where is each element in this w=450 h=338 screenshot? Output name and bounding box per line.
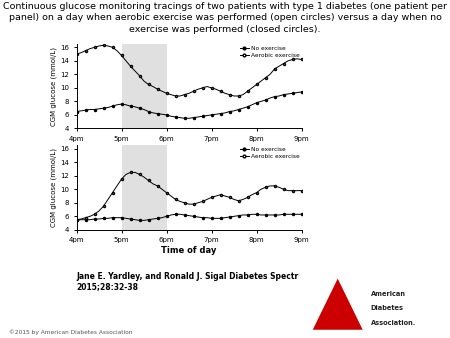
Aerobic exercise — [128, 170, 133, 174]
Aerobic exercise — [227, 195, 232, 199]
Aerobic exercise — [74, 52, 79, 56]
Aerobic exercise — [101, 43, 106, 47]
Line: No exercise: No exercise — [76, 213, 302, 221]
Aerobic exercise — [128, 64, 133, 68]
Bar — [122, 44, 166, 128]
Aerobic exercise — [231, 94, 237, 98]
Text: American: American — [371, 291, 406, 297]
Aerobic exercise — [173, 94, 178, 98]
No exercise — [74, 110, 79, 114]
Aerobic exercise — [74, 218, 79, 222]
No exercise — [74, 218, 79, 222]
Aerobic exercise — [299, 57, 304, 62]
Aerobic exercise — [240, 197, 246, 201]
No exercise — [146, 110, 151, 114]
No exercise — [294, 212, 300, 216]
Aerobic exercise — [150, 84, 156, 89]
No exercise — [123, 103, 129, 107]
No exercise — [173, 212, 178, 216]
Aerobic exercise — [299, 189, 304, 193]
Text: Diabetes: Diabetes — [371, 306, 404, 311]
No exercise — [231, 214, 237, 218]
Text: ©2015 by American Diabetes Association: ©2015 by American Diabetes Association — [9, 329, 132, 335]
No exercise — [123, 216, 129, 220]
No exercise — [227, 110, 232, 114]
Bar — [122, 145, 166, 230]
Text: Association.: Association. — [371, 320, 416, 326]
Aerobic exercise — [146, 82, 151, 87]
Y-axis label: CGM glucose (mmol/L): CGM glucose (mmol/L) — [50, 148, 57, 227]
Aerobic exercise — [245, 89, 250, 93]
Legend: No exercise, Aerobic exercise: No exercise, Aerobic exercise — [240, 147, 300, 159]
Line: Aerobic exercise: Aerobic exercise — [76, 171, 302, 221]
Aerobic exercise — [146, 178, 151, 183]
No exercise — [141, 107, 147, 112]
Legend: No exercise, Aerobic exercise: No exercise, Aerobic exercise — [240, 46, 300, 57]
Aerobic exercise — [123, 172, 129, 176]
No exercise — [245, 213, 250, 217]
Text: Continuous glucose monitoring tracings of two patients with type 1 diabetes (one: Continuous glucose monitoring tracings o… — [3, 2, 447, 34]
Text: Jane E. Yardley, and Ronald J. Sigal Diabetes Spectr
2015;28:32-38: Jane E. Yardley, and Ronald J. Sigal Dia… — [76, 272, 299, 291]
No exercise — [240, 106, 246, 110]
No exercise — [299, 212, 304, 216]
Line: No exercise: No exercise — [76, 91, 302, 119]
No exercise — [146, 218, 151, 222]
Aerobic exercise — [150, 182, 156, 186]
Aerobic exercise — [294, 189, 300, 193]
Polygon shape — [313, 279, 363, 330]
No exercise — [137, 218, 142, 222]
Y-axis label: CGM glucose (mmol/L): CGM glucose (mmol/L) — [50, 47, 57, 126]
No exercise — [299, 90, 304, 94]
No exercise — [294, 91, 300, 95]
Aerobic exercise — [294, 57, 300, 61]
X-axis label: Time of day: Time of day — [161, 246, 217, 255]
No exercise — [150, 217, 156, 221]
No exercise — [182, 116, 187, 120]
Line: Aerobic exercise: Aerobic exercise — [76, 44, 302, 97]
